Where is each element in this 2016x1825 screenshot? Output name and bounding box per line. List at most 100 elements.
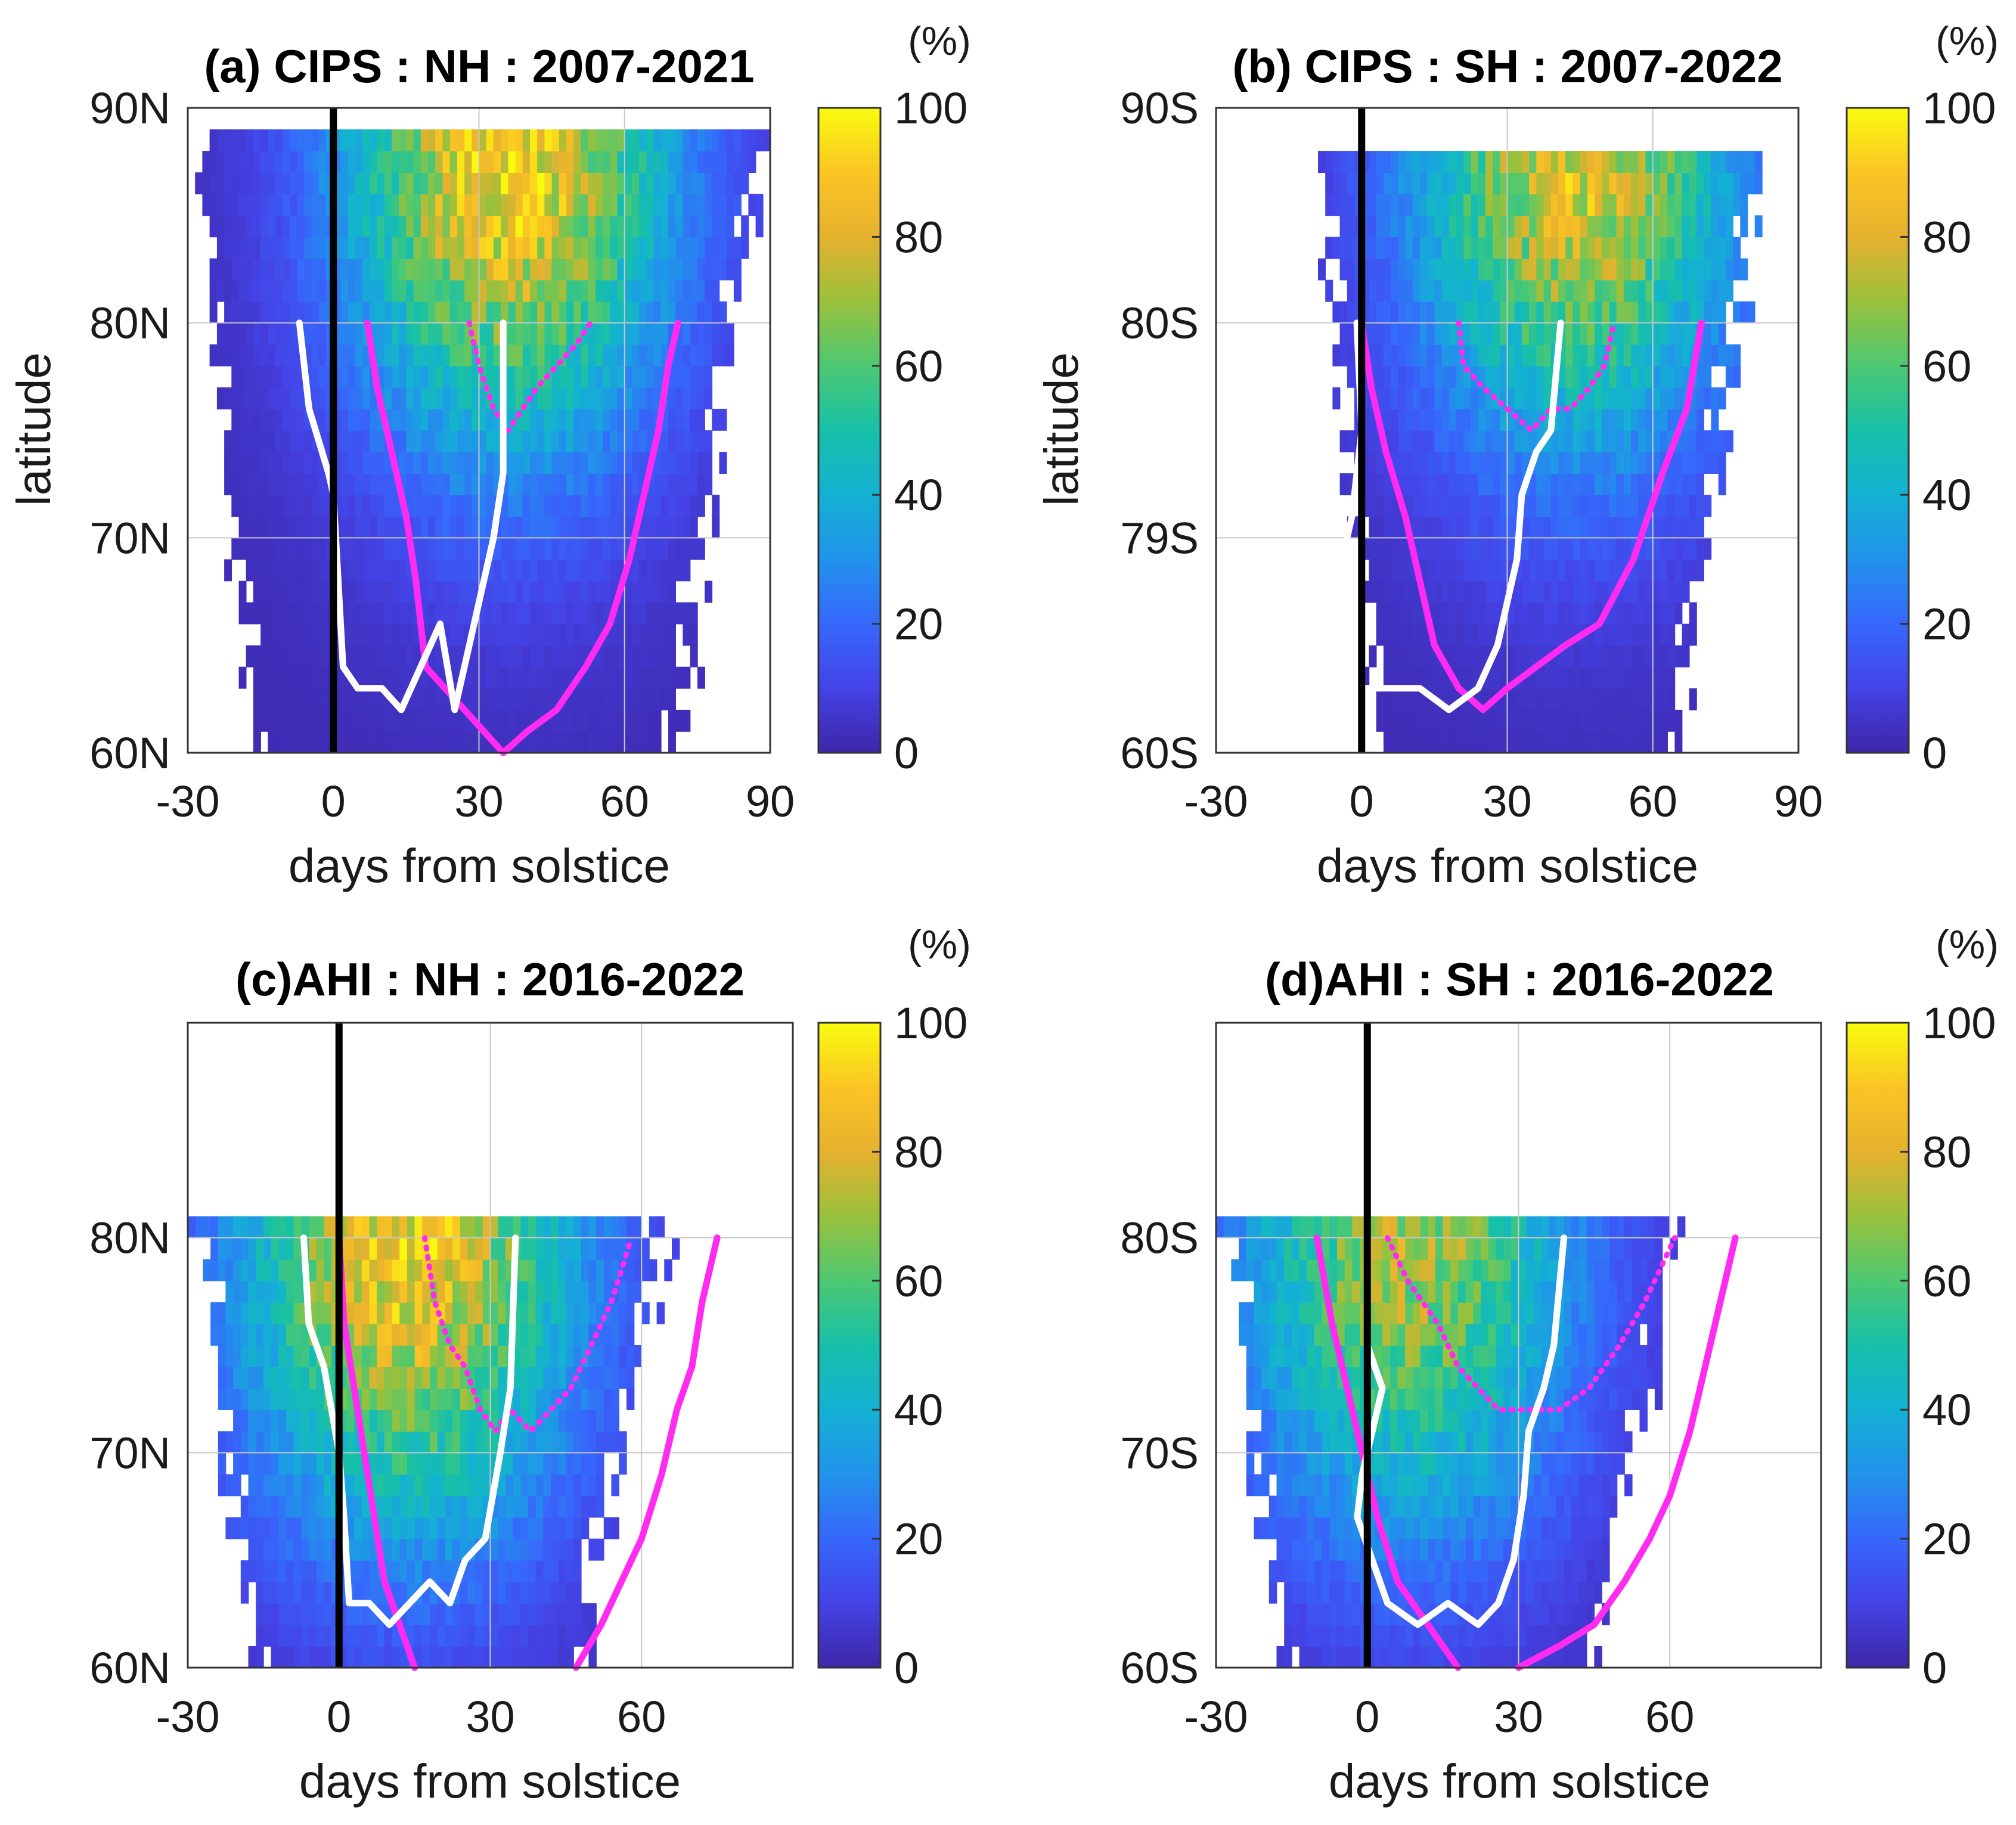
y-tick-label: 80N — [89, 299, 170, 348]
panel-a-xlabel: days from solstice — [289, 839, 670, 892]
colorbar-tick: 60 — [1922, 1256, 1971, 1306]
colorbar-unit: (%) — [1936, 922, 1999, 967]
magenta-contour-line-2 — [572, 1234, 721, 1671]
y-tick-label: 70N — [89, 513, 170, 563]
y-tick-label: 60S — [1120, 1643, 1199, 1693]
panel-b-title: (b) CIPS : SH : 2007-2022 — [1232, 40, 1782, 92]
x-tick-label: 30 — [1482, 777, 1531, 826]
panel-c-colorbar: (%) — [817, 922, 971, 1669]
colorbar-tick: 0 — [894, 1643, 919, 1693]
panel-b-ylabel: latitude — [1035, 352, 1088, 506]
y-tick-label: 60N — [89, 1643, 170, 1693]
colorbar-tick: 20 — [1922, 600, 1971, 649]
panel-b-plot — [1215, 107, 1800, 754]
x-tick-label: 90 — [1774, 777, 1823, 826]
y-tick-label: 60S — [1120, 728, 1199, 778]
heatmap-field — [195, 129, 771, 753]
x-tick-label: 60 — [1629, 777, 1677, 826]
x-tick-label: 60 — [617, 1692, 666, 1742]
x-tick-label: -30 — [156, 1692, 220, 1742]
x-tick-label: 30 — [454, 777, 503, 826]
colorbar-tick: 60 — [1922, 342, 1971, 391]
colorbar-tick: 80 — [1922, 1127, 1971, 1177]
magenta-dotted-contour — [1456, 320, 1617, 433]
panel-c-title: (c)AHI : NH : 2016-2022 — [235, 953, 745, 1005]
y-tick-label: 80S — [1120, 1213, 1199, 1263]
colorbar-tick: 0 — [1922, 728, 1947, 778]
x-tick-label: 0 — [1350, 777, 1374, 826]
panel-a-colorbar: (%) — [817, 18, 971, 754]
heatmap-field — [1318, 151, 1763, 753]
magenta-dotted-contour — [422, 1235, 634, 1434]
x-tick-label: 60 — [600, 777, 649, 826]
panel-d-plot — [1215, 1022, 1822, 1671]
panel-a-y-ticks: 60N 70N 80N 90N — [89, 83, 170, 778]
panel-c-x-ticks: -30 0 30 60 — [156, 1692, 666, 1742]
x-tick-label: 30 — [466, 1692, 514, 1742]
x-tick-label: 30 — [1494, 1692, 1543, 1742]
panel-c-colorbar-ticks: 0 20 40 60 80 100 — [894, 998, 967, 1693]
colorbar-unit: (%) — [908, 922, 971, 967]
colorbar-tick: 100 — [1922, 83, 1996, 133]
y-tick-label: 70N — [89, 1428, 170, 1478]
panel-d-title: (d)AHI : SH : 2016-2022 — [1265, 953, 1774, 1005]
colorbar-unit: (%) — [908, 18, 971, 64]
panel-a-plot — [187, 107, 771, 756]
panel-a-x-ticks: -30 0 30 60 90 — [156, 777, 795, 826]
colorbar-tick: 40 — [1922, 1385, 1971, 1435]
x-tick-label: -30 — [1184, 777, 1248, 826]
panel-c-xlabel: days from solstice — [299, 1755, 681, 1808]
panel-d-y-ticks: 60S 70S 80S — [1120, 1213, 1199, 1693]
y-tick-label: 60N — [89, 728, 170, 778]
x-tick-label: 60 — [1645, 1692, 1694, 1742]
colorbar-tick: 40 — [894, 470, 943, 520]
x-tick-label: 0 — [1355, 1692, 1379, 1742]
y-tick-label: 90S — [1120, 83, 1199, 133]
colorbar-tick: 20 — [1922, 1514, 1971, 1564]
panel-d-x-ticks: -30 0 30 60 — [1184, 1692, 1695, 1742]
x-tick-label: -30 — [156, 777, 220, 826]
axes-frame — [187, 107, 771, 754]
colorbar-tick: 80 — [1922, 212, 1971, 262]
panel-d: (d)AHI : SH : 2016-2022 days from solsti… — [1120, 922, 1999, 1808]
white-contour-line — [300, 1234, 519, 1628]
colorbar-tick: 100 — [894, 83, 967, 133]
colorbar-unit: (%) — [1936, 18, 1999, 64]
x-tick-label: -30 — [1184, 1692, 1248, 1742]
x-tick-label: 90 — [746, 777, 795, 826]
panel-b: (b) CIPS : SH : 2007-2022 latitude days … — [1035, 18, 1999, 892]
panel-a-colorbar-ticks: 0 20 40 60 80 100 — [894, 83, 967, 778]
panel-c-y-ticks: 60N 70N 80N — [89, 1213, 170, 1693]
colorbar-tick: 0 — [894, 728, 919, 778]
colorbar-tick: 40 — [1922, 470, 1971, 520]
colorbar-tick: 0 — [1922, 1643, 1947, 1693]
colorbar-tick: 100 — [1922, 998, 1996, 1048]
colorbar-tick: 100 — [894, 998, 967, 1048]
panel-d-colorbar: (%) — [1846, 922, 1999, 1669]
axes-frame — [1215, 1022, 1822, 1669]
x-tick-label: 0 — [327, 1692, 351, 1742]
panel-a-ylabel: latitude — [7, 352, 60, 506]
colorbar-tick: 80 — [894, 212, 943, 262]
axes-frame — [1215, 107, 1800, 754]
x-tick-label: 0 — [321, 777, 346, 826]
magenta-dotted-contour — [466, 320, 594, 433]
y-tick-label: 80N — [89, 1213, 170, 1263]
panel-b-y-ticks: 60S 79S 80S 90S — [1120, 83, 1199, 778]
panel-d-xlabel: days from solstice — [1329, 1755, 1710, 1808]
y-tick-label: 70S — [1120, 1428, 1199, 1478]
colorbar-tick: 80 — [894, 1127, 943, 1177]
magenta-contour-line-2 — [1515, 1234, 1739, 1671]
colorbar-tick: 20 — [894, 1514, 943, 1564]
panel-b-colorbar-ticks: 0 20 40 60 80 100 — [1922, 83, 1996, 778]
white-contour-line — [1354, 1234, 1568, 1628]
colorbar-tick: 60 — [894, 1256, 943, 1306]
magenta-dotted-contour — [1385, 1235, 1678, 1413]
colorbar-tick: 20 — [894, 600, 943, 649]
panel-a-title: (a) CIPS : NH : 2007-2021 — [204, 40, 754, 92]
white-contour-line — [1339, 319, 1564, 713]
panel-b-colorbar: (%) — [1846, 18, 1999, 754]
y-tick-label: 80S — [1120, 299, 1199, 348]
panel-b-x-ticks: -30 0 30 60 90 — [1184, 777, 1823, 826]
